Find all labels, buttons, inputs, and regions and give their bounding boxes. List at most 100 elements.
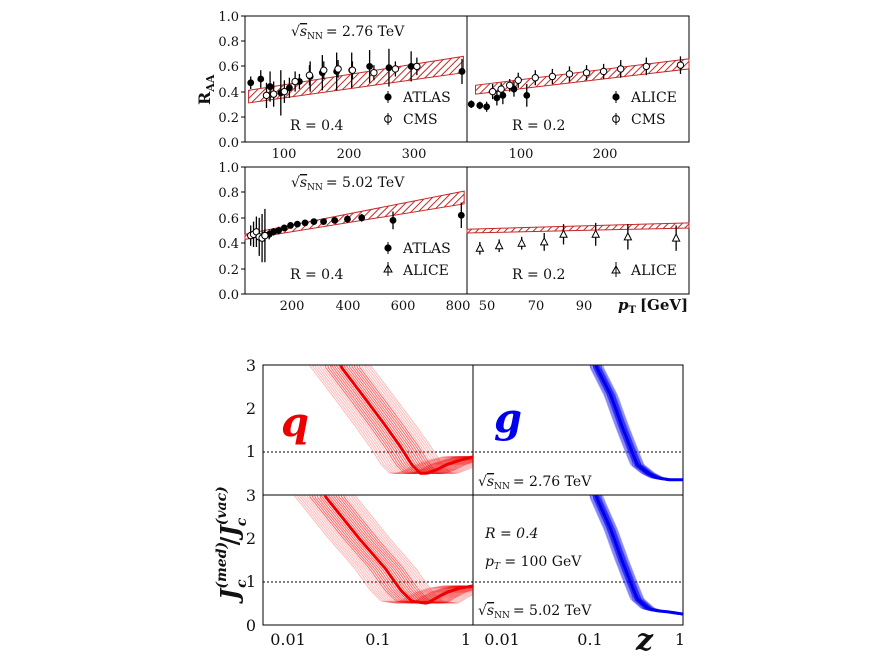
g-bottom-frame: [472, 494, 684, 626]
g-ensemble-curve: [594, 495, 683, 615]
g-ensemble-curve: [599, 495, 683, 615]
g-ensemble-curve: [600, 495, 683, 614]
bottom-left-atlas-point: [320, 218, 327, 226]
panel-tr-frame: [466, 15, 690, 143]
top-right-cms-point: [642, 62, 651, 71]
ytick-tr-0.6: 0.6: [218, 60, 239, 75]
q-ensemble-curve: [301, 495, 473, 604]
top-left-cms-point: [334, 65, 342, 73]
bottom-radius-label: R = 0.4: [484, 526, 538, 542]
q-ensemble-curve: [330, 365, 473, 474]
top-left-atlas-point: [247, 79, 255, 87]
g-ensemble-curve: [592, 495, 683, 615]
ytick-br-0.0: 0.0: [218, 288, 239, 303]
q-ensemble-curve: [319, 495, 473, 604]
bottom-left-atlas-point: [280, 224, 288, 232]
g-bottom-energy-annotation: √sNN = 5.02 TeV: [478, 603, 592, 621]
bottom-xticks: 0.01 0.1 1 0.01 0.1 1: [270, 630, 685, 649]
g-ensemble-curve: [589, 495, 683, 615]
top-left-atlas-point: [366, 63, 374, 70]
q-ensemble-curve: [332, 495, 473, 604]
top-left-cms-point: [320, 66, 328, 74]
top-right-cms-point: [497, 85, 505, 93]
top-right-cms-point: [582, 69, 591, 77]
g-ensemble-curve: [590, 495, 683, 615]
top-right-alice-point: [523, 91, 531, 99]
g-2-76-tev--curves: [589, 365, 683, 482]
bottom-row-yticks: 1.0 0.8 0.6 0.4 0.2 0.0: [218, 161, 245, 303]
ytick-q-top-3: 3: [246, 356, 256, 375]
q-label: q: [281, 399, 309, 446]
svg-text:√sNN= 2.76 TeV: √sNN = 2.76 TeV: [291, 24, 405, 42]
top-left-atlas-point: [458, 68, 466, 75]
ytick-q-bot-3: 3: [246, 486, 256, 505]
bottom-left-atlas-point: [457, 211, 465, 219]
top-left-atlas-point: [407, 63, 415, 70]
xticks-tl: 100 200 300: [272, 147, 427, 162]
g-ensemble-curve: [592, 495, 683, 615]
ytick-tr-0.8: 0.8: [218, 35, 239, 50]
q-ensemble-curve: [298, 495, 473, 604]
ytick-br-1.0: 1.0: [218, 161, 239, 176]
bottom-left-atlas-point: [344, 215, 351, 223]
top-right-cms-point: [531, 74, 540, 82]
bottom-left-atlas-point: [331, 216, 339, 224]
q-ensemble-curve: [303, 495, 473, 604]
bottom-right-alice-point: [494, 240, 504, 250]
q-ensemble-curve: [309, 365, 473, 474]
q-ensemble-curve: [293, 495, 473, 604]
g-ensemble-curve: [598, 495, 683, 615]
top-left-cms-point: [391, 65, 400, 73]
g-ensemble-curve: [602, 495, 683, 614]
g-5-02-tev--curves: [589, 495, 683, 616]
q-ensemble-curve: [329, 365, 473, 474]
top-right-cms-point: [548, 72, 557, 81]
q-ensemble-curve: [296, 495, 473, 604]
top-data-layer: [244, 48, 690, 263]
xticks-tr: 100 200: [509, 147, 618, 162]
top-left-cms-point: [305, 71, 314, 79]
q-central-curve: [339, 365, 473, 475]
q-2-76-tev--curves: [309, 365, 473, 475]
xtick-q-0.01: 0.01: [270, 630, 306, 649]
g-ensemble-curve: [592, 495, 683, 615]
bottom-right-alice-point: [623, 231, 633, 241]
bottom-yticks: 3 2 1 3 2 1 0: [246, 356, 256, 635]
xtick-q-1: 1: [461, 630, 471, 649]
top-right-cms-point: [514, 76, 522, 84]
g-top-energy-annotation: √sNN = 2.76 TeV: [478, 474, 592, 492]
g-ensemble-curve: [589, 495, 683, 615]
top-right-alice-point: [483, 103, 491, 111]
legend-alice-bl: ALICE: [402, 263, 449, 279]
legend-atlas-tl: ATLAS: [402, 90, 451, 106]
bottom-right-alice-point: [539, 236, 549, 246]
xtick-q-0.1: 0.1: [365, 630, 390, 649]
bottom-right-alice-point: [517, 238, 527, 247]
svg-text:pT = 100 GeV: pT = 100 GeV: [485, 554, 582, 572]
br-radius-label: R = 0.2: [512, 267, 565, 283]
bottom-right-model-band: [466, 222, 690, 234]
bl-legend: ATLAS ALICE: [383, 241, 451, 279]
top-left-cms-point: [348, 66, 357, 74]
q-ensemble-curve: [327, 495, 473, 604]
tl-legend: ATLAS CMS: [384, 90, 451, 128]
g-ensemble-curve: [600, 495, 683, 614]
xtick-g-0.1: 0.1: [577, 630, 602, 649]
xtick-br-50: 50: [479, 299, 496, 314]
bottom-right-alice-point: [559, 229, 568, 238]
top-right-alice-point: [476, 102, 484, 109]
q-ensemble-curve: [314, 365, 473, 474]
svg-text:J(med)c/J(vac)c: J(med) c/J(vac) c: [214, 486, 250, 604]
top-left-atlas-point: [385, 64, 393, 72]
top-left-atlas-point: [257, 75, 265, 83]
g-ensemble-curve: [595, 495, 683, 615]
q-ensemble-curve: [335, 365, 473, 474]
bottom-left-atlas-point: [287, 222, 294, 229]
legend-cms-tl: CMS: [403, 112, 438, 128]
z-xlabel: z: [635, 623, 654, 658]
q-ensemble-curve: [313, 495, 473, 604]
bottom-right-panel-data: [466, 222, 690, 255]
xtick-bl-800: 800: [446, 299, 471, 314]
bl-energy-annotation: √sNN = 5.02 TeV: [291, 175, 405, 193]
